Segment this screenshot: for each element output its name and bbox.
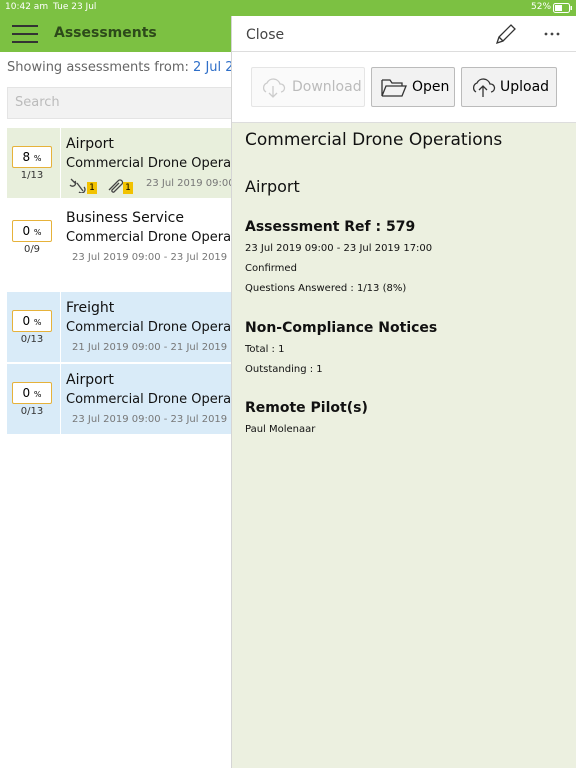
panel-title: Commercial Drone Operations <box>245 130 503 150</box>
notices-outstanding: Outstanding : 1 <box>245 364 323 375</box>
panel-dates: 23 Jul 2019 09:00 - 23 Jul 2019 17:00 <box>245 243 433 254</box>
header-title: Assessments <box>54 25 157 41</box>
list-item[interactable]: 0 % 0/13 Airport Commercial Drone Operation… <box>7 364 231 434</box>
battery-icon <box>553 3 572 13</box>
item-dates: 23 Jul 2019 09:00 - 23 Jul 2019 17:00 <box>72 252 231 263</box>
list-item[interactable]: 8 % 1/13 Airport Commercial Drone Operation… <box>7 128 231 198</box>
percent-box: 0 % <box>12 220 52 242</box>
item-subtitle: Commercial Drone Operations <box>66 230 231 245</box>
panel-location: Airport <box>245 177 300 196</box>
item-dates: 23 Jul 2019 09:00 - 23 Jul 2019 17:00 <box>72 414 231 425</box>
item-title: Business Service <box>66 210 184 226</box>
list-item[interactable]: 0 % 0/9 Business Service Commercial Drone O… <box>7 202 231 272</box>
item-dates: 21 Jul 2019 09:00 - 21 Jul 2019 17:00 <box>72 342 231 353</box>
list-item[interactable]: 0 % 0/13 Freight Commercial Drone Operation… <box>7 292 231 362</box>
percent-value: 0 <box>22 224 31 238</box>
notices-total: Total : 1 <box>245 344 285 355</box>
percent-box: 8 % <box>12 146 52 168</box>
attachment-icon <box>106 177 126 197</box>
open-button[interactable]: Open <box>371 67 455 107</box>
open-label: Open <box>412 79 450 95</box>
ref-heading: Assessment Ref : 579 <box>245 219 416 235</box>
item-title: Freight <box>66 300 115 316</box>
menu-button[interactable] <box>12 24 38 44</box>
percent-unit: % <box>33 390 42 399</box>
question-count: 1/13 <box>20 170 44 181</box>
panel-header: Close <box>232 16 576 52</box>
panel-status: Confirmed <box>245 263 297 274</box>
download-button[interactable]: Download <box>251 67 365 107</box>
item-subtitle: Commercial Drone Operations <box>66 392 231 407</box>
tools-icon <box>68 177 88 197</box>
assessment-list-pane: Assessments Showing assessments from: 2 … <box>0 0 231 768</box>
percent-box: 0 % <box>12 382 52 404</box>
percent-value: 0 <box>22 386 31 400</box>
item-subtitle: Commercial Drone Operations <box>66 320 231 335</box>
status-time: 10:42 am <box>5 2 49 12</box>
edit-button[interactable] <box>494 24 516 46</box>
percent-box: 0 % <box>12 310 52 332</box>
pilot-name: Paul Molenaar <box>245 424 316 435</box>
close-button[interactable]: Close <box>246 27 285 43</box>
item-title: Airport <box>66 136 114 152</box>
filter-date[interactable]: 2 Jul 20 <box>193 60 231 75</box>
percent-unit: % <box>33 228 42 237</box>
search-box[interactable]: Search <box>7 87 231 119</box>
percent-value: 0 <box>22 314 31 328</box>
panel-questions: Questions Answered : 1/13 (8%) <box>245 283 407 294</box>
separator <box>60 292 61 362</box>
battery-level: 52% <box>531 2 552 12</box>
search-placeholder: Search <box>15 95 60 110</box>
pilots-heading: Remote Pilot(s) <box>245 400 368 416</box>
filter-text: Showing assessments from: 2 Jul 20 <box>7 60 231 75</box>
percent-unit: % <box>33 318 42 327</box>
status-bar: 10:42 am Tue 23 Jul 52% <box>0 0 576 16</box>
detail-panel: Close Download Open Upload Commercial Dr… <box>231 16 576 768</box>
filter-label: Showing assessments from: <box>7 60 189 75</box>
question-count: 0/13 <box>20 334 44 345</box>
attachment-badge: 1 <box>123 182 133 194</box>
status-date: Tue 23 Jul <box>53 2 97 12</box>
more-button[interactable] <box>544 32 560 36</box>
question-count: 0/9 <box>23 244 41 255</box>
upload-label: Upload <box>500 79 550 95</box>
notices-heading: Non-Compliance Notices <box>245 320 438 336</box>
separator <box>60 128 61 198</box>
separator <box>60 364 61 434</box>
download-label: Download <box>292 79 362 95</box>
tools-badge: 1 <box>87 182 97 194</box>
percent-unit: % <box>33 154 42 163</box>
item-dates: 23 Jul 2019 09:00 <box>146 178 231 189</box>
separator <box>60 202 61 272</box>
item-title: Airport <box>66 372 114 388</box>
percent-value: 8 <box>22 150 31 164</box>
question-count: 0/13 <box>20 406 44 417</box>
item-subtitle: Commercial Drone Operations <box>66 156 231 171</box>
upload-button[interactable]: Upload <box>461 67 557 107</box>
